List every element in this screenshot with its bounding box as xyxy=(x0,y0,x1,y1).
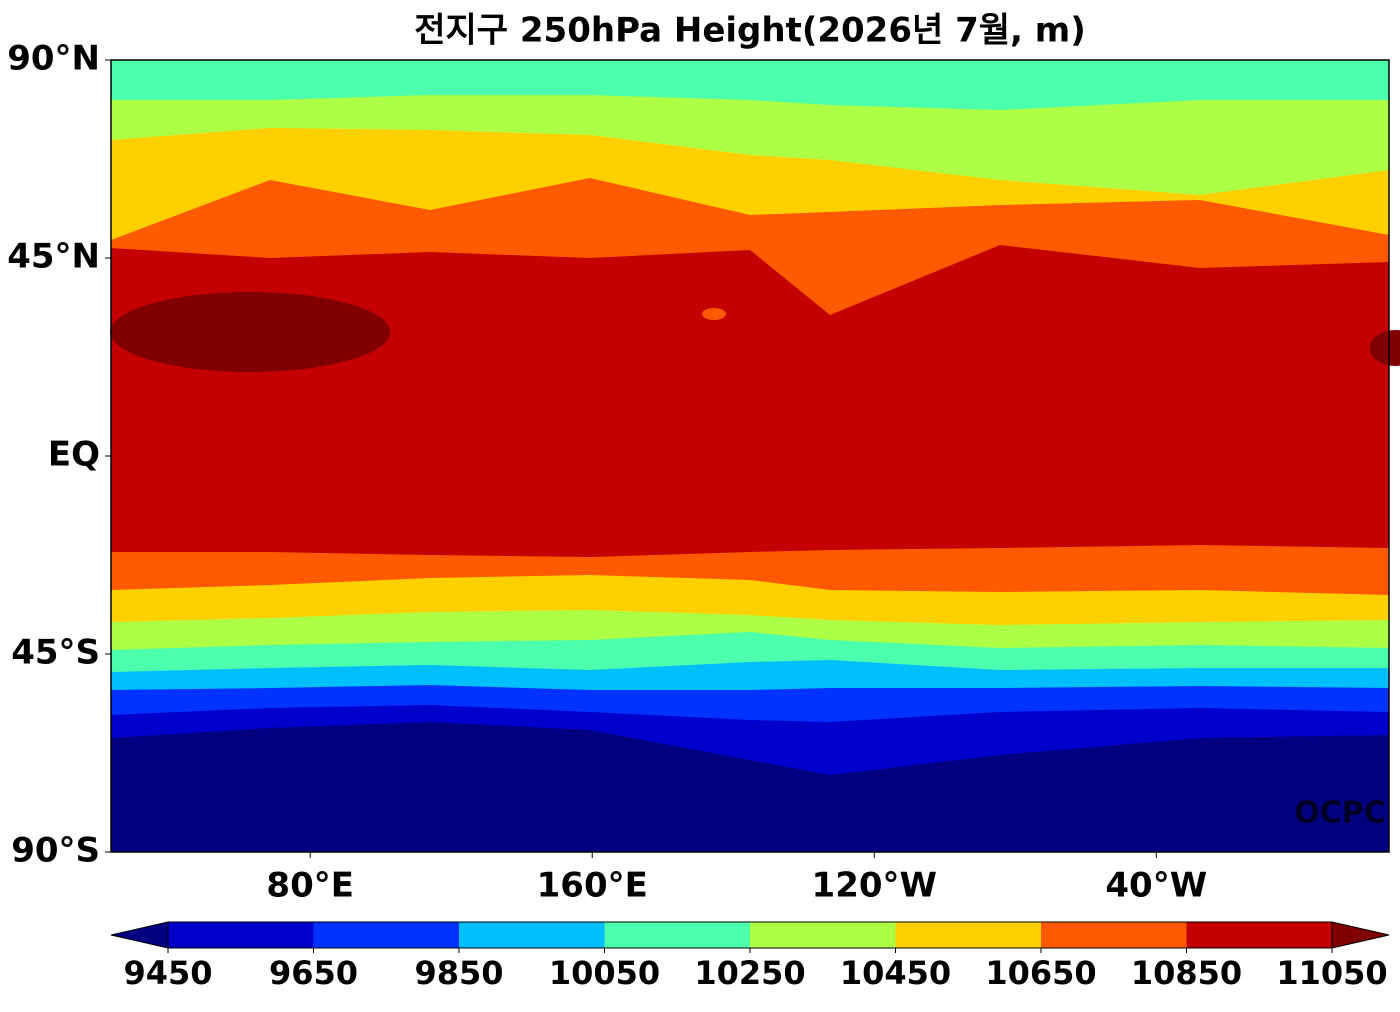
colorbar-label: 9650 xyxy=(269,954,358,992)
colorbar-segment xyxy=(1041,922,1187,948)
colorbar-segment xyxy=(895,922,1041,948)
x-tick-label: 120°W xyxy=(812,866,937,906)
chart-title: 전지구 250hPa Height(2026년 7월, m) xyxy=(414,11,1086,51)
colorbar-extend xyxy=(1331,921,1390,949)
watermark: OCPC xyxy=(1294,796,1386,831)
contour-band xyxy=(702,308,726,320)
x-tick-label: 80°E xyxy=(266,866,354,906)
colorbar-segment xyxy=(1186,922,1332,948)
colorbar-segment xyxy=(313,922,459,948)
colorbar-segment xyxy=(750,922,896,948)
x-tick-label: 160°E xyxy=(537,866,648,906)
colorbar-segment xyxy=(459,922,605,948)
y-tick-label: 90°S xyxy=(11,831,100,871)
x-tick-label: 40°W xyxy=(1105,866,1207,906)
contour-band xyxy=(111,60,1389,110)
y-tick-label: 90°N xyxy=(7,39,100,79)
colorbar-label: 10450 xyxy=(840,954,951,992)
y-tick-label: EQ xyxy=(48,435,100,475)
colorbar-label: 9450 xyxy=(123,954,212,992)
colorbar-label: 10850 xyxy=(1131,954,1242,992)
colorbar-label: 11050 xyxy=(1276,954,1387,992)
colorbar-extend xyxy=(110,921,169,949)
y-tick-label: 45°S xyxy=(11,633,100,673)
contour-band xyxy=(1370,330,1400,366)
colorbar-label: 10050 xyxy=(549,954,660,992)
colorbar-label: 9850 xyxy=(414,954,503,992)
colorbar-segment xyxy=(604,922,750,948)
contour-band xyxy=(110,292,390,372)
y-tick-label: 45°N xyxy=(7,237,100,277)
colorbar-label: 10250 xyxy=(694,954,805,992)
colorbar-segment xyxy=(168,922,314,948)
colorbar-label: 10650 xyxy=(985,954,1096,992)
